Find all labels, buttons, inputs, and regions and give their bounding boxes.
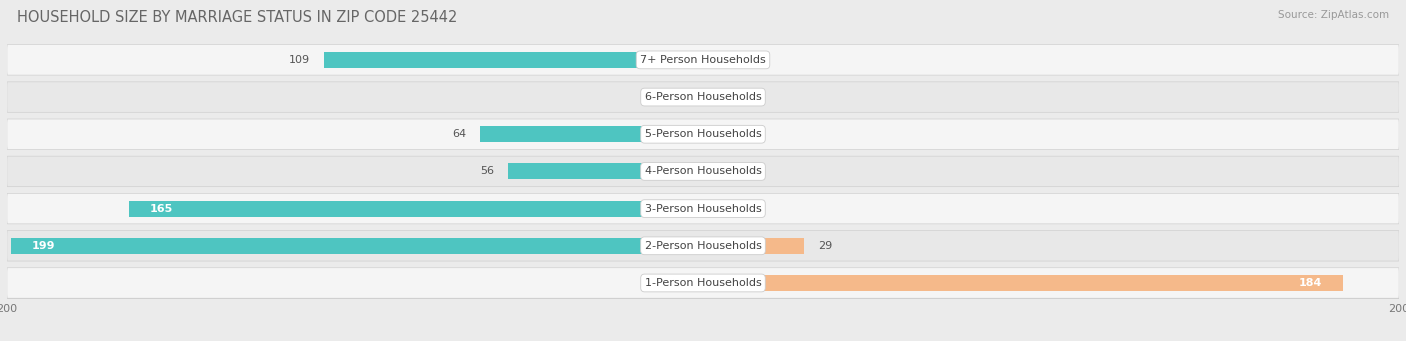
Bar [703,52,731,68]
FancyBboxPatch shape [7,156,1399,187]
Bar [703,275,1343,291]
Text: 0: 0 [745,55,752,65]
Text: 4-Person Households: 4-Person Households [644,166,762,176]
Bar [703,126,731,142]
Text: 0: 0 [745,92,752,102]
Text: 0: 0 [654,92,661,102]
Text: Source: ZipAtlas.com: Source: ZipAtlas.com [1278,10,1389,20]
Bar [323,52,703,68]
Text: 1-Person Households: 1-Person Households [644,278,762,288]
Text: HOUSEHOLD SIZE BY MARRIAGE STATUS IN ZIP CODE 25442: HOUSEHOLD SIZE BY MARRIAGE STATUS IN ZIP… [17,10,457,25]
FancyBboxPatch shape [7,82,1399,112]
Bar [703,89,731,105]
FancyBboxPatch shape [7,193,1399,224]
Bar [129,201,703,217]
Text: 3-Person Households: 3-Person Households [644,204,762,213]
Bar [10,238,703,254]
Bar [703,201,731,217]
Text: 165: 165 [149,204,173,213]
Bar [675,275,703,291]
Text: 0: 0 [654,278,661,288]
Text: 2-Person Households: 2-Person Households [644,241,762,251]
Text: 5-Person Households: 5-Person Households [644,129,762,139]
Text: 0: 0 [745,204,752,213]
Text: 199: 199 [31,241,55,251]
Text: 56: 56 [481,166,495,176]
Text: 7+ Person Households: 7+ Person Households [640,55,766,65]
Text: 64: 64 [453,129,467,139]
FancyBboxPatch shape [7,231,1399,261]
Bar [481,126,703,142]
Text: 0: 0 [745,166,752,176]
FancyBboxPatch shape [7,45,1399,75]
Text: 29: 29 [818,241,832,251]
Text: 6-Person Households: 6-Person Households [644,92,762,102]
Text: 184: 184 [1299,278,1323,288]
FancyBboxPatch shape [7,268,1399,298]
Bar [675,89,703,105]
FancyBboxPatch shape [7,119,1399,149]
Bar [703,238,804,254]
Text: 0: 0 [745,129,752,139]
Text: 109: 109 [288,55,309,65]
Bar [508,163,703,179]
Bar [703,163,731,179]
